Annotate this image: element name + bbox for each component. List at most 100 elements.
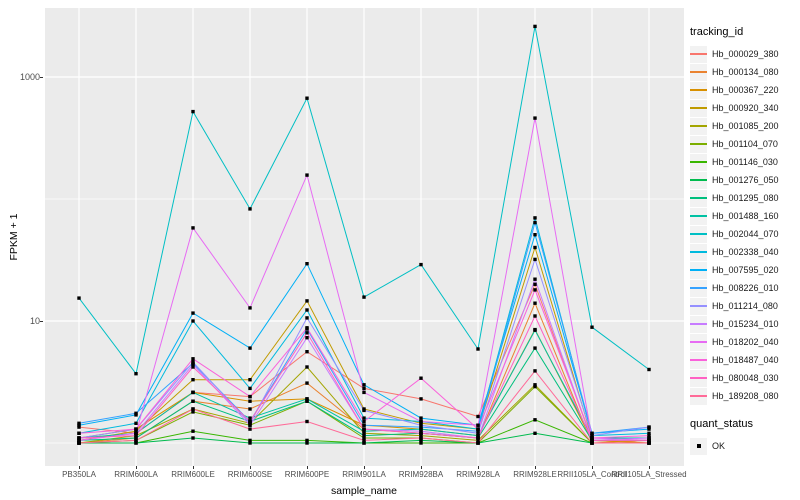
legend-line-icon [690, 341, 707, 343]
x-tick-mark [648, 466, 650, 469]
legend-panel: tracking_id Hb_000029_380 Hb_000134_080 Hb… [690, 26, 800, 455]
legend-label: Hb_001104_070 [712, 139, 778, 149]
legend-item: Hb_001104_070 [690, 135, 800, 153]
legend-item: Hb_002338_040 [690, 243, 800, 261]
legend-key-swatch [690, 315, 707, 333]
legend-item: Hb_000029_380 [690, 45, 800, 63]
legend-label: Hb_007595_020 [712, 265, 779, 275]
legend-line-icon [690, 161, 707, 163]
legend-line-icon [690, 89, 707, 91]
x-tick-mark [192, 466, 194, 469]
x-tick-mark [534, 466, 536, 469]
legend-key-swatch [690, 63, 707, 81]
shape-legend-key-swatch [690, 437, 707, 455]
legend-item: Hb_018487_040 [690, 351, 800, 369]
legend-label: Hb_018487_040 [712, 355, 779, 365]
legend-label: Hb_189208_080 [712, 391, 779, 401]
shape-legend-item: OK [690, 437, 800, 455]
x-tick-label: RRIM600LE [171, 470, 215, 479]
y-tick-label: 10 [29, 316, 40, 326]
x-tick-mark [78, 466, 80, 469]
legend-line-icon [690, 143, 707, 145]
x-tick-label: RRIM928LE [513, 470, 557, 479]
legend-item: Hb_189208_080 [690, 387, 800, 405]
legend-label: Hb_000367_220 [712, 85, 779, 95]
legend-item: Hb_000134_080 [690, 63, 800, 81]
x-tick-label: RRIM600LA [114, 470, 158, 479]
legend-item: Hb_001276_050 [690, 171, 800, 189]
legend-key-swatch [690, 189, 707, 207]
legend-key-swatch [690, 297, 707, 315]
legend-line-icon [690, 269, 707, 271]
legend-item: Hb_000367_220 [690, 81, 800, 99]
x-tick-mark [591, 466, 593, 469]
x-tick-mark [363, 466, 365, 469]
shape-legend-title: quant_status [690, 418, 753, 430]
x-tick-label: RRII105LA_Stressed [611, 470, 687, 479]
legend-line-icon [690, 305, 707, 307]
legend-label: Hb_001085_200 [712, 121, 779, 131]
black-square-point-icon [696, 444, 701, 448]
legend-line-icon [690, 251, 707, 253]
legend-line-icon [690, 53, 707, 55]
x-tick-mark [135, 466, 137, 469]
legend-key-swatch [690, 153, 707, 171]
y-tick-label: 1000 [19, 72, 40, 82]
legend-label: Hb_002338_040 [712, 247, 779, 257]
legend-key-swatch [690, 171, 707, 189]
x-tick-label: RRIM600PE [284, 470, 330, 479]
legend-item: Hb_001295_080 [690, 189, 800, 207]
legend-key-swatch [690, 81, 707, 99]
color-legend-title: tracking_id [690, 26, 744, 38]
legend-line-icon [690, 197, 707, 199]
legend-line-icon [690, 107, 707, 109]
legend-line-icon [690, 71, 707, 73]
legend-key-swatch [690, 207, 707, 225]
legend-label: Hb_008226_010 [712, 283, 779, 293]
legend-label: Hb_011214_080 [712, 301, 778, 311]
legend-item: Hb_015234_010 [690, 315, 800, 333]
legend-item: Hb_002044_070 [690, 225, 800, 243]
legend-label: Hb_001146_030 [712, 157, 778, 167]
legend-key-swatch [690, 99, 707, 117]
legend-label: Hb_001488_160 [712, 211, 779, 221]
legend-line-icon [690, 395, 707, 397]
legend-item: Hb_018202_040 [690, 333, 800, 351]
legend-key-swatch [690, 333, 707, 351]
legend-key-swatch [690, 279, 707, 297]
x-axis-title: sample_name [331, 485, 397, 497]
legend-label: Hb_015234_010 [712, 319, 779, 329]
y-tick-mark [40, 76, 43, 78]
legend-label: Hb_001276_050 [712, 175, 779, 185]
legend-item: Hb_000920_340 [690, 99, 800, 117]
legend-line-icon [690, 287, 707, 289]
legend-key-swatch [690, 387, 707, 405]
legend-line-icon [690, 359, 707, 361]
legend-line-icon [690, 377, 707, 379]
legend-key-swatch [690, 135, 707, 153]
x-tick-mark [477, 466, 479, 469]
x-tick-label: RRIM928BA [398, 470, 444, 479]
legend-line-icon [690, 323, 707, 325]
legend-line-icon [690, 179, 707, 181]
shape-legend-items: OK [690, 437, 800, 455]
legend-item: Hb_011214_080 [690, 297, 800, 315]
y-tick-mark [40, 320, 43, 322]
legend-item: Hb_001085_200 [690, 117, 800, 135]
legend-line-icon [690, 215, 707, 217]
legend-item: Hb_001488_160 [690, 207, 800, 225]
legend-item: Hb_080048_030 [690, 369, 800, 387]
legend-label: Hb_080048_030 [712, 373, 779, 383]
plot-canvas [45, 8, 684, 466]
x-tick-label: RRII105LA_Control [557, 470, 627, 479]
legend-label: Hb_000134_080 [712, 67, 779, 77]
x-tick-label: RRIM928LA [456, 470, 500, 479]
legend-key-swatch [690, 351, 707, 369]
plot-panel [45, 8, 684, 466]
y-axis-title: FPKM + 1 [8, 213, 20, 261]
legend-key-swatch [690, 45, 707, 63]
legend-label: Hb_018202_040 [712, 337, 779, 347]
x-tick-mark [249, 466, 251, 469]
legend-line-icon [690, 125, 707, 127]
